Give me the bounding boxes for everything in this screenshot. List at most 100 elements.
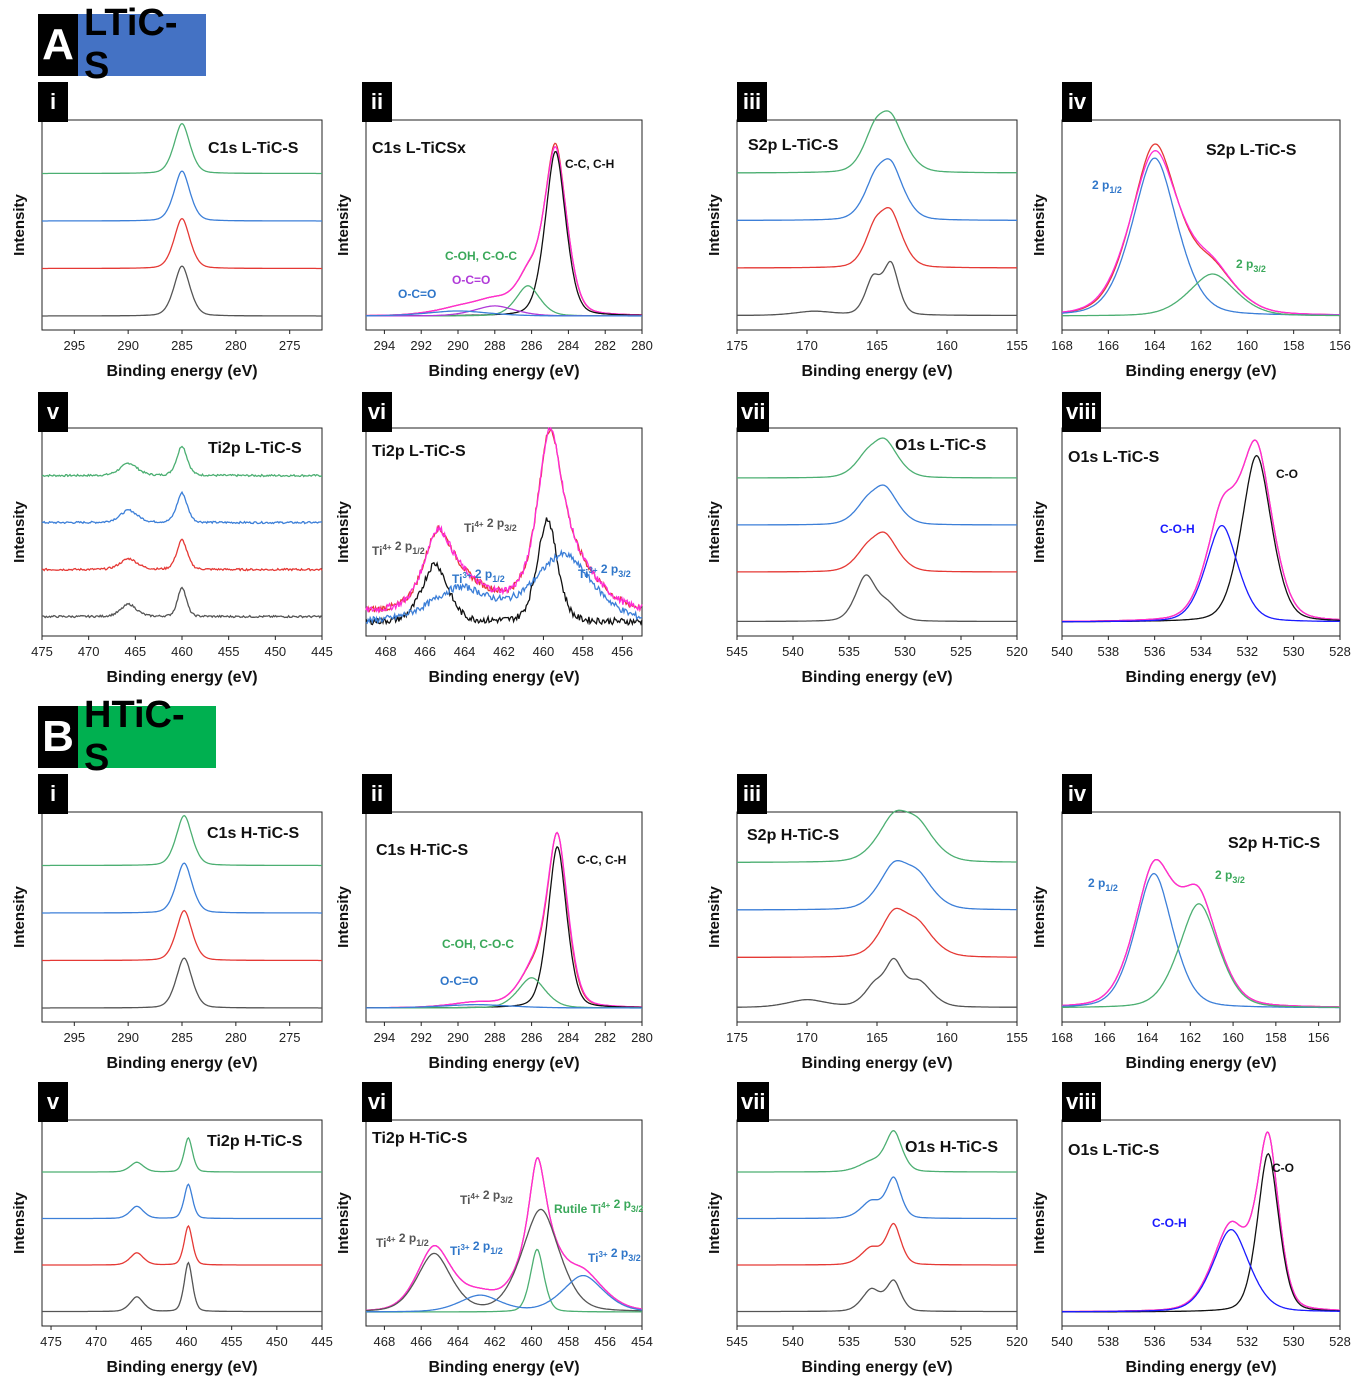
x-tick-label: 475 bbox=[31, 644, 53, 659]
series-line-green bbox=[41, 445, 323, 478]
x-tick-label: 462 bbox=[493, 644, 515, 659]
x-tick-label: 536 bbox=[1144, 644, 1166, 659]
x-axis-label: Binding energy (eV) bbox=[801, 1055, 952, 1072]
x-axis-label: Binding energy (eV) bbox=[106, 669, 257, 686]
panel-label-A-viii: viii bbox=[1062, 392, 1101, 432]
panel-label-B-v: v bbox=[38, 1082, 68, 1122]
y-axis-label: Intensity bbox=[1031, 1192, 1048, 1254]
series-line-red bbox=[737, 206, 1017, 269]
series-line-blue bbox=[366, 310, 642, 317]
x-tick-label: 165 bbox=[866, 338, 888, 353]
series-line-magenta bbox=[1062, 858, 1340, 1008]
chart-title: C1s H-TiC-S bbox=[207, 825, 299, 842]
x-tick-label: 535 bbox=[838, 644, 860, 659]
chart-A-vii: 545 540 535 530 525 520 Binding energy (eV) Int… bbox=[706, 427, 1028, 686]
x-tick-label: 282 bbox=[594, 338, 616, 353]
x-tick-label: 462 bbox=[484, 1334, 506, 1349]
x-tick-label: 460 bbox=[171, 644, 193, 659]
panel-label-B-vi: vi bbox=[362, 1082, 392, 1122]
chart-B-v: 475 470 465 460 455 450 445 Binding energy (eV)… bbox=[11, 1119, 333, 1376]
annotation-label: Ti4+ 2 p3/2 bbox=[460, 1188, 513, 1207]
y-axis-label: Intensity bbox=[11, 194, 28, 256]
x-axis-label: Binding energy (eV) bbox=[1125, 669, 1276, 686]
chart-title: O1s H-TiC-S bbox=[905, 1139, 998, 1156]
x-tick-label: 160 bbox=[1236, 338, 1258, 353]
y-axis-label: Intensity bbox=[335, 194, 352, 256]
y-axis-label: Intensity bbox=[706, 886, 723, 948]
x-tick-label: 166 bbox=[1097, 338, 1119, 353]
x-tick-label: 290 bbox=[447, 1030, 469, 1045]
x-tick-label: 464 bbox=[447, 1334, 469, 1349]
x-tick-label: 532 bbox=[1236, 644, 1258, 659]
series-line-green bbox=[42, 814, 322, 867]
series-line-green bbox=[1062, 903, 1340, 1009]
chart-B-iii: 175 170 165 160 155 Binding energy (eV) Intens… bbox=[706, 809, 1028, 1072]
annotation-label: O-C=O bbox=[452, 273, 490, 287]
x-tick-label: 525 bbox=[950, 1334, 972, 1349]
chart-title: Ti2p L-TiC-S bbox=[372, 443, 466, 460]
x-tick-label: 280 bbox=[225, 338, 247, 353]
annotation-label: Rutile Ti4+ 2 p3/2 bbox=[554, 1197, 643, 1216]
chart-B-viii: 540 538 536 534 532 530 528 Binding energy (eV)… bbox=[1031, 1119, 1351, 1376]
series-line-red bbox=[42, 217, 322, 270]
series-line-green bbox=[737, 809, 1017, 863]
panel-label-B-viii: viii bbox=[1062, 1082, 1101, 1122]
x-tick-label: 280 bbox=[225, 1030, 247, 1045]
section-letter: B bbox=[38, 706, 78, 768]
panel-label-B-vii: vii bbox=[737, 1082, 770, 1122]
x-tick-label: 156 bbox=[1308, 1030, 1330, 1045]
x-tick-label: 160 bbox=[936, 1030, 958, 1045]
series-line-blue bbox=[1062, 872, 1340, 1009]
x-tick-label: 538 bbox=[1097, 1334, 1119, 1349]
x-tick-label: 156 bbox=[1329, 338, 1351, 353]
series-line-green bbox=[737, 110, 1018, 174]
chart-title: Ti2p H-TiC-S bbox=[372, 1130, 468, 1147]
series-line-blue bbox=[366, 1003, 642, 1009]
chart-A-ii: 294 292 290 288 286 284 282 280 Binding energy (… bbox=[335, 119, 653, 380]
x-tick-label: 458 bbox=[558, 1334, 580, 1349]
x-tick-label: 275 bbox=[279, 1030, 301, 1045]
x-tick-label: 280 bbox=[631, 1030, 653, 1045]
series-line-green bbox=[42, 1136, 322, 1173]
x-axis-label: Binding energy (eV) bbox=[106, 363, 257, 380]
series-line-gray bbox=[366, 1208, 642, 1312]
chart-B-i: 295 290 285 280 275 Binding energy (eV) Intens… bbox=[11, 811, 323, 1072]
x-tick-label: 294 bbox=[374, 338, 396, 353]
panel-label-A-i: i bbox=[38, 82, 68, 122]
chart-title: C1s L-TiC-S bbox=[208, 140, 299, 157]
x-tick-label: 170 bbox=[796, 1030, 818, 1045]
x-tick-label: 475 bbox=[40, 1334, 62, 1349]
series-line-blue bbox=[737, 484, 1017, 526]
chart-B-iv: 168 166 164 162 160 158 156 Binding energy (eV)… bbox=[1031, 811, 1341, 1072]
x-tick-label: 456 bbox=[594, 1334, 616, 1349]
series-line-gray bbox=[737, 574, 1017, 623]
chart-title: S2p L-TiC-S bbox=[1206, 142, 1297, 159]
series-line-red bbox=[1062, 439, 1340, 622]
series-line-gray bbox=[737, 1279, 1017, 1313]
x-tick-label: 295 bbox=[63, 338, 85, 353]
plot-frame bbox=[41, 1119, 323, 1327]
series-line-red bbox=[42, 1224, 322, 1266]
series-line-red bbox=[737, 1222, 1017, 1266]
y-axis-label: Intensity bbox=[706, 1192, 723, 1254]
x-tick-label: 534 bbox=[1190, 644, 1212, 659]
x-axis-label: Binding energy (eV) bbox=[106, 1359, 257, 1376]
series-line-red bbox=[42, 909, 322, 962]
x-tick-label: 160 bbox=[936, 338, 958, 353]
annotation-label: C-O-H bbox=[1160, 522, 1195, 536]
x-tick-label: 464 bbox=[454, 644, 476, 659]
chart-B-vi: 468 466 464 462 460 458 456 454 Binding energy (… bbox=[335, 1119, 653, 1376]
x-tick-label: 530 bbox=[894, 1334, 916, 1349]
series-line-blue bbox=[737, 1176, 1017, 1220]
series-line-green bbox=[737, 1130, 1017, 1173]
panel-label-B-iv: iv bbox=[1062, 774, 1092, 814]
x-tick-label: 540 bbox=[1051, 644, 1073, 659]
chart-title: Ti2p H-TiC-S bbox=[207, 1133, 303, 1150]
x-tick-label: 528 bbox=[1329, 644, 1351, 659]
series-line-gray bbox=[41, 586, 323, 619]
series-line-red bbox=[737, 531, 1017, 573]
y-axis-label: Intensity bbox=[335, 886, 352, 948]
x-tick-label: 295 bbox=[63, 1030, 85, 1045]
plot-frame bbox=[365, 1119, 643, 1327]
chart-A-v: 475 470 465 460 455 450 445 Binding energy (eV)… bbox=[11, 427, 333, 686]
